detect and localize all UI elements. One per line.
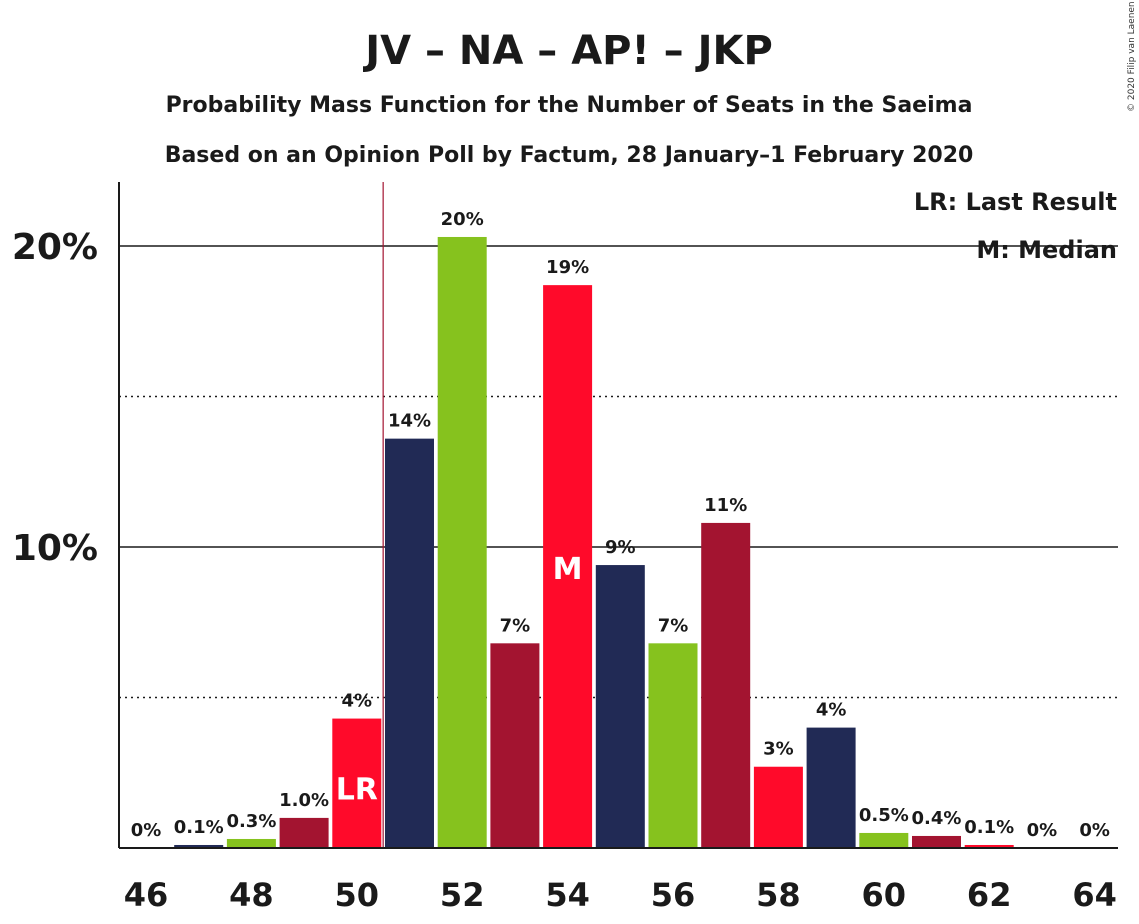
bar-seat-53: [490, 643, 540, 848]
bar-seat-61: [912, 835, 961, 848]
data-label-seat-61: 0.4%: [912, 808, 962, 829]
x-tick-label-50: 50: [335, 876, 380, 914]
data-label-seat-59: 4%: [816, 700, 847, 721]
x-tick-label-46: 46: [124, 876, 169, 914]
bar-seat-59: [806, 727, 856, 848]
data-label-seat-51: 14%: [388, 411, 431, 432]
bar-seat-56: [648, 643, 698, 848]
axes: 10% 20% 46 48 50 52 54 56 58 60 62 64: [12, 182, 1118, 914]
chart-title: JV – NA – AP! – JKP: [362, 28, 773, 74]
data-label-seat-49: 1.0%: [279, 790, 329, 811]
bar-seat-50: [332, 718, 382, 848]
x-tick-label-56: 56: [651, 876, 696, 914]
data-label-seat-60: 0.5%: [859, 805, 909, 826]
bar-seat-60: [859, 832, 909, 848]
bar-seat-51: [385, 438, 434, 848]
bar-seat-58: [753, 766, 803, 848]
x-tick-label-52: 52: [440, 876, 485, 914]
bars-group: 0% 0.1% 0.3%1.0%4%LR14%20%7%19%M9%7%11%3%4…: [131, 209, 1110, 849]
data-label-seat-63: 0%: [1027, 820, 1058, 841]
data-label-seat-50: 4%: [342, 691, 373, 712]
bar-seat-57: [701, 522, 751, 848]
data-label-seat-48: 0.3%: [226, 811, 276, 832]
y-tick-label-10: 10%: [12, 528, 98, 569]
bar-seat-47: [174, 844, 224, 848]
last-result-marker: LR: [336, 772, 378, 807]
data-label-seat-64: 0%: [1079, 820, 1110, 841]
data-label-seat-52: 20%: [441, 209, 484, 230]
bar-seat-48: [226, 838, 276, 848]
data-label-seat-54: 19%: [546, 257, 589, 278]
data-label-seat-62: 0.1%: [964, 817, 1014, 838]
copyright-credit: © 2020 Filip van Laenen: [1127, 1, 1137, 112]
bar-seat-49: [279, 817, 329, 848]
y-tick-label-20: 20%: [12, 227, 98, 268]
legend-last-result: LR: Last Result: [914, 188, 1117, 216]
data-label-seat-47: 0.1%: [174, 817, 224, 838]
chart-subtitle-poll: Based on an Opinion Poll by Factum, 28 J…: [165, 143, 974, 168]
data-label-seat-58: 3%: [763, 739, 794, 760]
data-label-seat-56: 7%: [658, 615, 689, 636]
data-label-seat-57: 11%: [704, 495, 747, 516]
x-tick-label-60: 60: [862, 876, 907, 914]
median-marker: M: [553, 552, 583, 587]
data-label-seat-53: 7%: [500, 615, 531, 636]
x-tick-label-64: 64: [1072, 876, 1117, 914]
data-label-seat-46: 0%: [131, 820, 162, 841]
chart-subtitle-method: Probability Mass Function for the Number…: [166, 93, 973, 118]
x-tick-label-62: 62: [967, 876, 1012, 914]
data-label-seat-55: 9%: [605, 537, 636, 558]
bar-seat-55: [595, 565, 645, 848]
bar-seat-62: [964, 844, 1014, 848]
bar-seat-54: [543, 285, 593, 848]
legend-median: M: Median: [976, 236, 1117, 264]
x-tick-label-58: 58: [756, 876, 801, 914]
bar-seat-52: [437, 236, 487, 849]
x-tick-label-48: 48: [229, 876, 274, 914]
x-tick-label-54: 54: [545, 876, 590, 914]
